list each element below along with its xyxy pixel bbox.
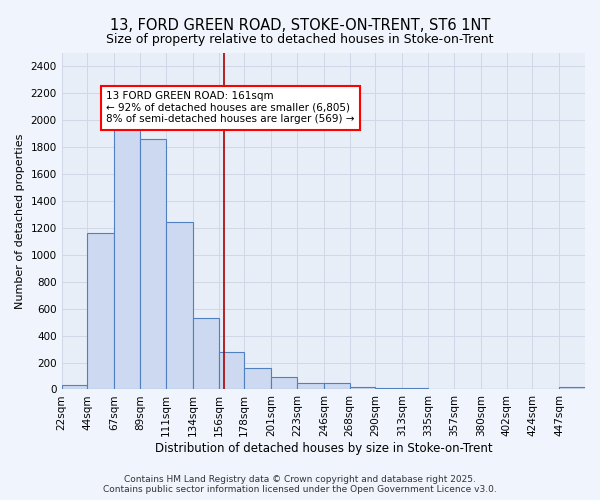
X-axis label: Distribution of detached houses by size in Stoke-on-Trent: Distribution of detached houses by size … [155,442,492,455]
Bar [350,387,376,390]
Bar [297,382,324,390]
Y-axis label: Number of detached properties: Number of detached properties [15,134,25,308]
Text: Size of property relative to detached houses in Stoke-on-Trent: Size of property relative to detached ho… [106,32,494,46]
Bar [324,384,350,390]
Bar [88,233,115,390]
Bar [193,318,218,390]
Bar [454,389,481,390]
Bar [428,389,454,390]
Bar [62,386,88,390]
Bar [115,124,140,390]
Bar [403,388,428,390]
Bar [218,352,244,390]
Text: Contains HM Land Registry data © Crown copyright and database right 2025.
Contai: Contains HM Land Registry data © Crown c… [103,474,497,494]
Bar [271,376,297,390]
Bar [376,388,403,390]
Bar [166,222,193,390]
Bar [244,368,271,390]
Bar [559,388,585,390]
Text: 13, FORD GREEN ROAD, STOKE-ON-TRENT, ST6 1NT: 13, FORD GREEN ROAD, STOKE-ON-TRENT, ST6… [110,18,490,32]
Bar [140,139,166,390]
Text: 13 FORD GREEN ROAD: 161sqm
← 92% of detached houses are smaller (6,805)
8% of se: 13 FORD GREEN ROAD: 161sqm ← 92% of deta… [106,92,355,124]
Bar [481,389,506,390]
